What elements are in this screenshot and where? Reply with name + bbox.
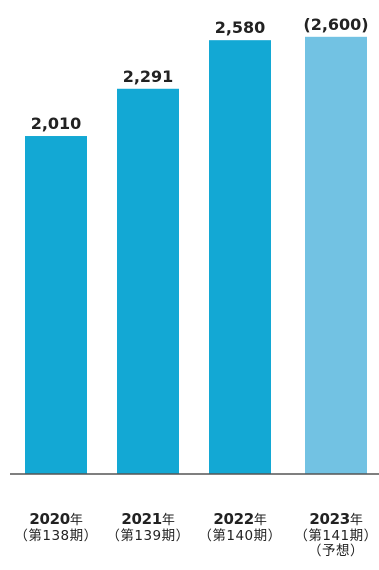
- x-label-year: 2022年: [213, 510, 267, 528]
- x-label-term: （第139期）: [106, 527, 190, 544]
- x-label-term: （第141期）: [294, 527, 378, 544]
- value-label-2022: 2,580: [215, 18, 266, 37]
- x-label-2020: 2020年 （第138期）: [10, 510, 102, 544]
- x-label-2023: 2023年 （第141期） （予想）: [290, 510, 379, 560]
- value-label-2020: 2,010: [31, 114, 82, 133]
- bar-2021: [117, 88, 179, 475]
- x-label-year: 2020年: [29, 510, 83, 528]
- bar-2020: [25, 136, 87, 474]
- x-label-year: 2021年: [121, 510, 175, 528]
- bars-layer: [25, 36, 367, 475]
- bar-2023: [305, 36, 367, 474]
- x-label-year: 2023年: [309, 510, 363, 528]
- value-label-2021: 2,291: [123, 67, 174, 86]
- x-label-2022: 2022年 （第140期）: [194, 510, 286, 544]
- bar-2022: [209, 40, 271, 475]
- x-label-forecast-note: （予想）: [308, 543, 364, 560]
- x-label-term: （第138期）: [14, 527, 98, 544]
- value-label-2023: (2,600): [303, 15, 368, 34]
- x-label-2021: 2021年 （第139期）: [102, 510, 194, 544]
- value-labels-layer: 2,010 2,291 2,580 (2,600): [31, 15, 369, 133]
- x-label-term: （第140期）: [198, 527, 282, 544]
